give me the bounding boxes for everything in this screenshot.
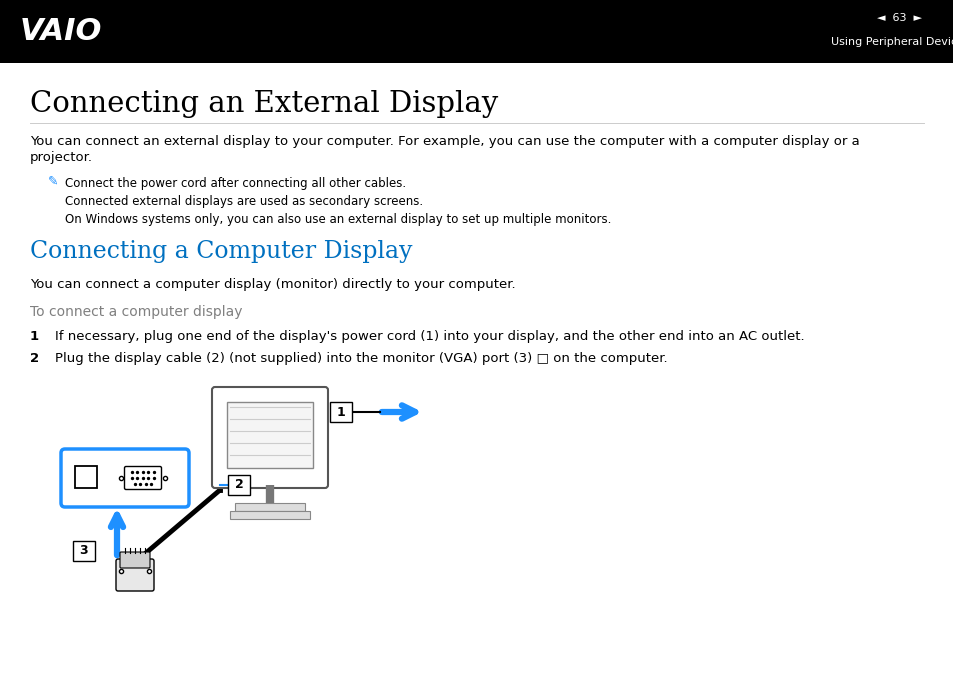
Text: 2: 2 (234, 479, 243, 491)
Text: On Windows systems only, you can also use an external display to set up multiple: On Windows systems only, you can also us… (65, 213, 611, 226)
Bar (234, 503, 305, 511)
Text: Plug the display cable (2) (not supplied) into the monitor (VGA) port (3) □ on t: Plug the display cable (2) (not supplied… (55, 352, 667, 365)
Bar (230, 511, 310, 519)
Text: ◄  63  ►: ◄ 63 ► (877, 13, 922, 23)
Bar (0, 0, 953, 63)
Text: You can connect a computer display (monitor) directly to your computer.: You can connect a computer display (moni… (30, 278, 515, 291)
Text: You can connect an external display to your computer. For example, you can use t: You can connect an external display to y… (30, 135, 859, 148)
Bar (228, 475, 250, 495)
FancyBboxPatch shape (120, 552, 150, 568)
Bar (227, 402, 313, 468)
Bar (330, 402, 352, 422)
FancyBboxPatch shape (116, 559, 153, 591)
Text: To connect a computer display: To connect a computer display (30, 305, 242, 319)
Text: Connected external displays are used as secondary screens.: Connected external displays are used as … (65, 195, 423, 208)
Text: Connecting a Computer Display: Connecting a Computer Display (30, 240, 412, 263)
Text: Connect the power cord after connecting all other cables.: Connect the power cord after connecting … (65, 177, 406, 190)
Text: 1: 1 (336, 406, 345, 419)
Bar (73, 541, 95, 561)
Bar (75, 466, 97, 488)
FancyBboxPatch shape (212, 387, 328, 488)
Text: VAIO: VAIO (20, 17, 102, 46)
Text: projector.: projector. (30, 151, 92, 164)
FancyBboxPatch shape (125, 466, 161, 489)
Text: ✎: ✎ (48, 175, 58, 188)
Text: If necessary, plug one end of the display's power cord (1) into your display, an: If necessary, plug one end of the displa… (55, 330, 803, 343)
Text: 3: 3 (80, 545, 89, 557)
Text: Using Peripheral Devices: Using Peripheral Devices (830, 37, 953, 47)
Text: 2: 2 (30, 352, 39, 365)
FancyBboxPatch shape (61, 449, 189, 507)
Text: Connecting an External Display: Connecting an External Display (30, 90, 497, 118)
Text: 1: 1 (30, 330, 39, 343)
